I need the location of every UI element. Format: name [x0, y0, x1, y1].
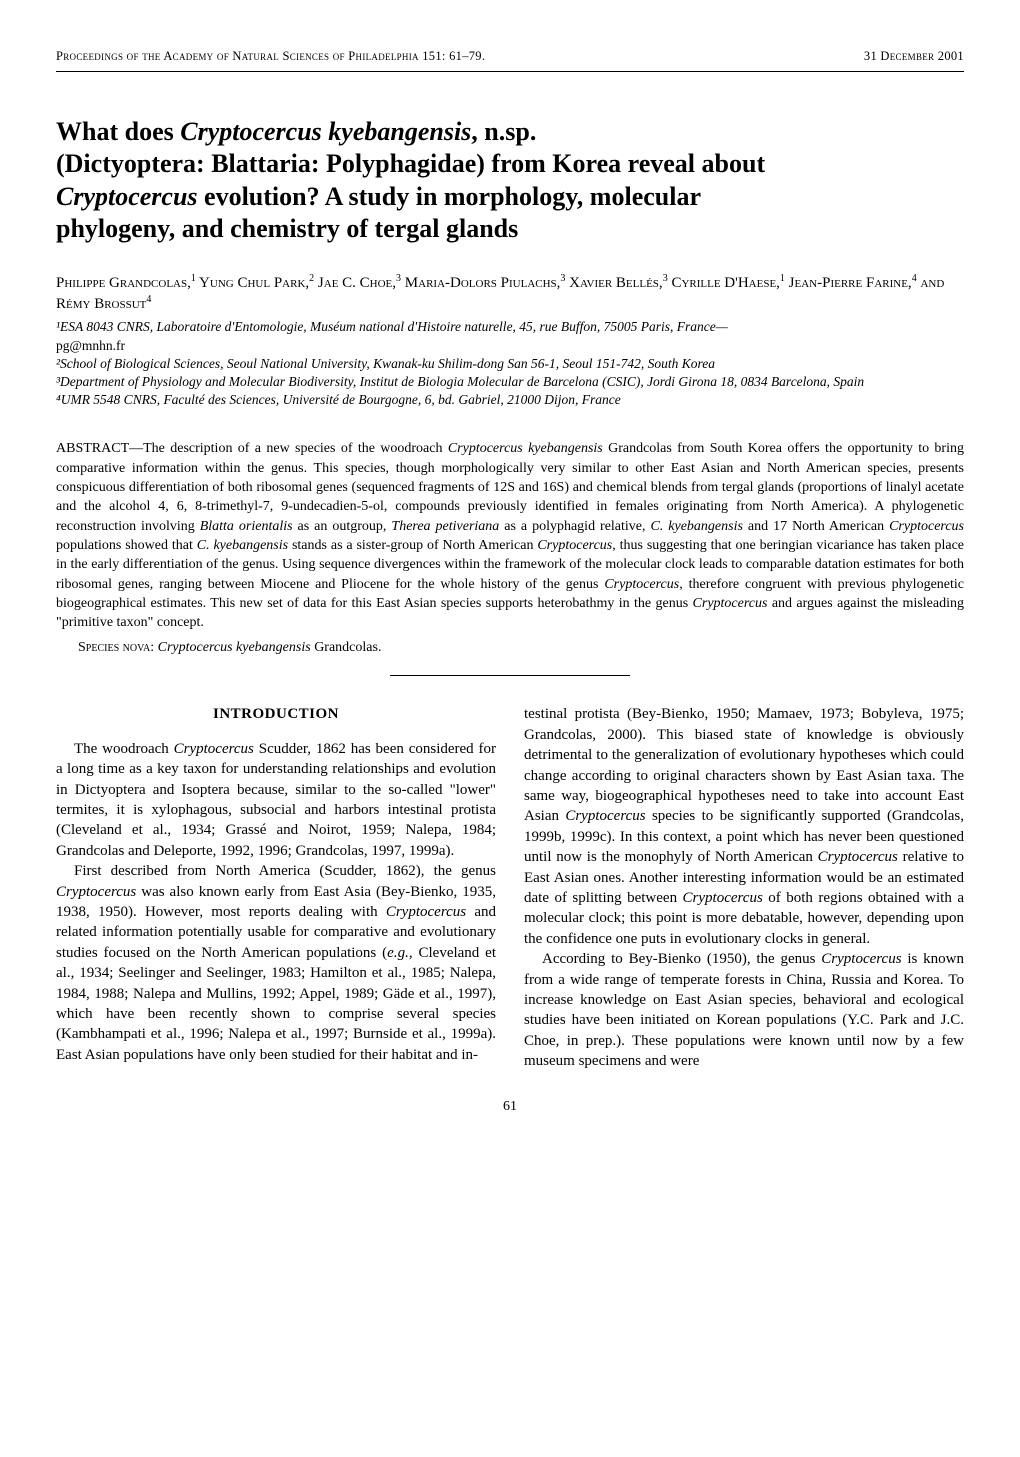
section-heading-introduction: INTRODUCTION [56, 704, 496, 724]
title-line3-species: Cryptocercus [56, 182, 198, 211]
title-line2: (Dictyoptera: Blattaria: Polyphagidae) f… [56, 149, 765, 178]
running-header: Proceedings of the Academy of Natural Sc… [56, 48, 964, 72]
body-para-3: testinal protista (Bey-Bienko, 1950; Mam… [524, 704, 964, 949]
title-line1-post: , n.sp. [471, 117, 536, 146]
column-left: INTRODUCTION The woodroach Cryptocercus … [56, 704, 496, 1071]
affiliation-4: ⁴UMR 5548 CNRS, Faculté des Sciences, Un… [56, 391, 964, 409]
page-number: 61 [56, 1098, 964, 1117]
column-right: testinal protista (Bey-Bienko, 1950; Mam… [524, 704, 964, 1071]
affiliation-1-text: ¹ESA 8043 CNRS, Laboratoire d'Entomologi… [56, 319, 728, 334]
two-column-body: INTRODUCTION The woodroach Cryptocercus … [56, 704, 964, 1071]
affiliation-1-email: pg@mnhn.fr [56, 338, 125, 353]
affiliations-block: ¹ESA 8043 CNRS, Laboratoire d'Entomologi… [56, 318, 964, 409]
affiliation-2: ²School of Biological Sciences, Seoul Na… [56, 355, 964, 373]
body-para-1: The woodroach Cryptocercus Scudder, 1862… [56, 739, 496, 861]
abstract-block: ABSTRACT—The description of a new specie… [56, 439, 964, 632]
species-nova-name: Cryptocercus kyebangensis [158, 640, 311, 655]
title-line1-species: Cryptocercus kyebangensis [180, 117, 471, 146]
title-line4: phylogeny, and chemistry of tergal gland… [56, 214, 518, 243]
species-nova-author: Grandcolas. [311, 640, 382, 655]
title-line1-pre: What does [56, 117, 180, 146]
abstract-body: The description of a new species of the … [56, 441, 964, 630]
abstract-label: ABSTRACT— [56, 441, 143, 456]
affiliation-1: ¹ESA 8043 CNRS, Laboratoire d'Entomologi… [56, 318, 964, 354]
affiliation-3: ³Department of Physiology and Molecular … [56, 373, 964, 391]
article-title: What does Cryptocercus kyebangensis, n.s… [56, 116, 964, 246]
journal-line: Proceedings of the Academy of Natural Sc… [56, 48, 485, 65]
title-line3-post: evolution? A study in morphology, molecu… [198, 182, 701, 211]
species-nova-line: Species nova: Cryptocercus kyebangensis … [78, 639, 964, 658]
species-nova-label: Species nova: [78, 640, 158, 655]
section-divider [390, 675, 630, 676]
body-para-4: According to Bey-Bienko (1950), the genu… [524, 949, 964, 1071]
header-date: 31 December 2001 [864, 48, 964, 65]
body-para-2: First described from North America (Scud… [56, 861, 496, 1065]
authors-line: Philippe Grandcolas,1 Yung Chul Park,2 J… [56, 272, 964, 315]
